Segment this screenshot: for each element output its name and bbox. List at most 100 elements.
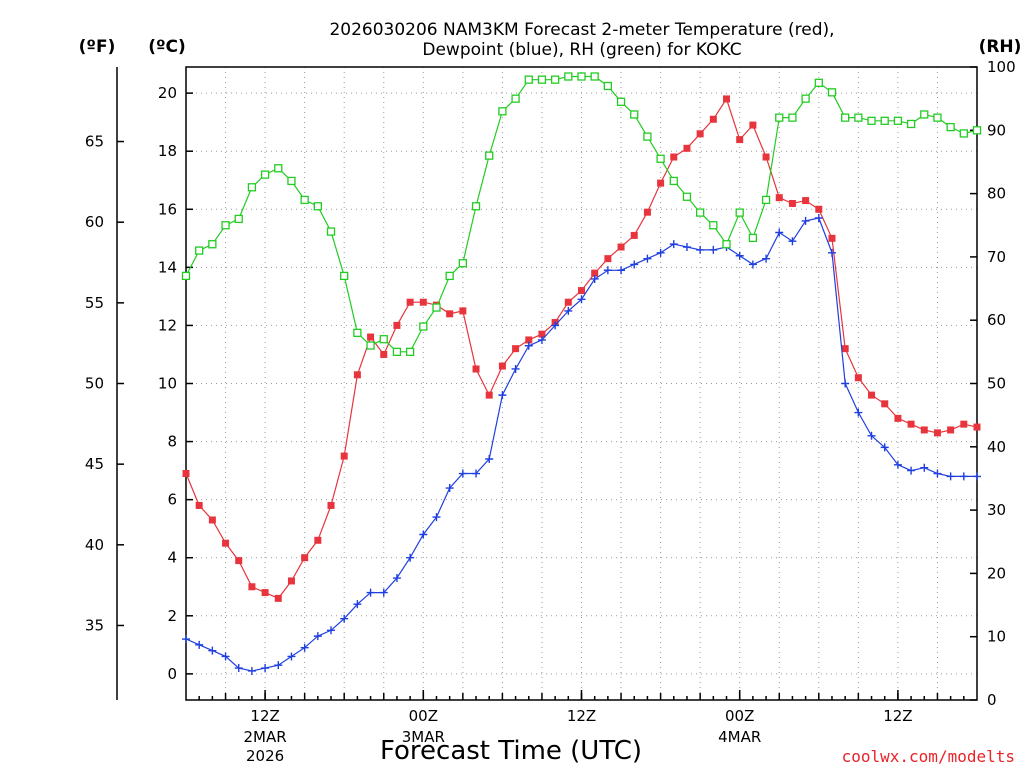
temperature-point [617,243,625,251]
grid-lines [186,67,977,700]
dewpoint-point [946,472,955,481]
temperature-line [185,97,978,600]
dewpoint-point [379,588,388,597]
dewpoint-point [854,408,863,417]
dewpoint-point [617,266,626,275]
dewpoint-point [656,248,665,257]
rh-point [287,176,296,186]
date-tick-label: 4MAR [718,728,761,746]
dewpoint-point [511,364,520,373]
dewpoint-point [682,243,691,252]
rh-point [247,183,257,192]
temperature-point [670,153,678,161]
celsius-tick-label: 18 [158,142,177,160]
rh-point [485,151,494,160]
rh-point [880,116,889,125]
dewpoint-point [182,635,190,644]
rh-point [524,75,533,84]
rh-point [682,192,692,201]
temperature-point [683,144,691,152]
credit-text: coolwx.com/modelts [842,747,1015,766]
dewpoint-point [933,469,942,478]
rh-point [550,75,560,84]
date-tick-label: 3MAR [402,728,445,746]
temperature-point [815,205,823,213]
temperature-point [525,336,533,344]
dewpoint-point [696,245,705,254]
rh-point [920,110,929,119]
rh-point [498,107,507,116]
temperature-point [222,539,230,547]
rh-point [181,271,191,281]
fahrenheit-tick-label: 45 [85,455,104,473]
temperature-point [485,391,493,399]
rh-point [696,208,705,217]
temperature-point [380,350,388,358]
temperature-point [248,583,256,591]
rh-point [893,116,903,125]
dewpoint-point [893,460,902,469]
temperature-point [933,429,941,437]
temperature-point [564,298,572,306]
rh-point [959,129,968,138]
rh-point [616,97,626,106]
rh-point [405,347,415,357]
celsius-unit-label: (ºC) [148,37,186,57]
celsius-tick-label: 14 [158,258,177,276]
x-axis-title: Forecast Time (UTC) [380,736,642,766]
dewpoint-point [762,254,771,263]
rh-tick-label: 60 [987,311,1006,329]
dewpoint-point [445,484,454,493]
dewpoint-point [406,553,415,562]
temperature-point [591,269,599,277]
fahrenheit-tick-label: 40 [85,536,104,554]
time-tick-label: 12Z [883,707,912,725]
temperature-point [538,330,546,338]
temperature-point [498,362,506,370]
rh-point [432,303,441,312]
temperature-point [182,470,190,478]
dewpoint-point [973,472,981,481]
rh-point [234,214,243,224]
dewpoint-point [208,646,217,655]
temperature-point [235,557,243,565]
rh-point [537,75,547,84]
temperature-point [960,420,968,428]
rh-point [972,126,982,135]
rh-point [564,72,573,81]
rh-point [906,119,916,129]
temperature-point [274,594,282,602]
fahrenheit-tick-label: 50 [85,375,104,393]
dewpoint-point [274,661,283,670]
celsius-tick-label: 10 [158,375,177,393]
fahrenheit-tick-label: 60 [85,213,104,231]
dewpoint-point [366,588,375,597]
rh-point [946,122,955,132]
dewpoint-point [327,626,336,635]
rh-point [854,113,863,122]
rh-point [313,202,322,211]
temperature-point [604,255,612,263]
rh-point [379,335,388,344]
dewpoint-point [195,640,204,649]
rh-point [643,132,652,141]
rh-point [340,271,349,281]
dewpoint-point [458,469,467,478]
rh-point [392,347,402,357]
time-tick-label: 00Z [725,707,754,725]
temperature-point [736,136,744,144]
rh-point [419,322,428,331]
temperature-point [643,208,651,216]
temperature-point [314,536,322,544]
dewpoint-point [221,652,230,661]
rh-tick-label: 40 [987,438,1006,456]
temperature-point [261,589,269,597]
rh-tick-label: 70 [987,248,1006,266]
temperature-point [512,345,520,353]
temperature-point [775,194,783,202]
temperature-point [630,231,638,239]
dewpoint-point [564,306,573,315]
temperature-point [287,577,295,585]
dewpoint-point [287,652,296,661]
rh-point [656,154,665,163]
